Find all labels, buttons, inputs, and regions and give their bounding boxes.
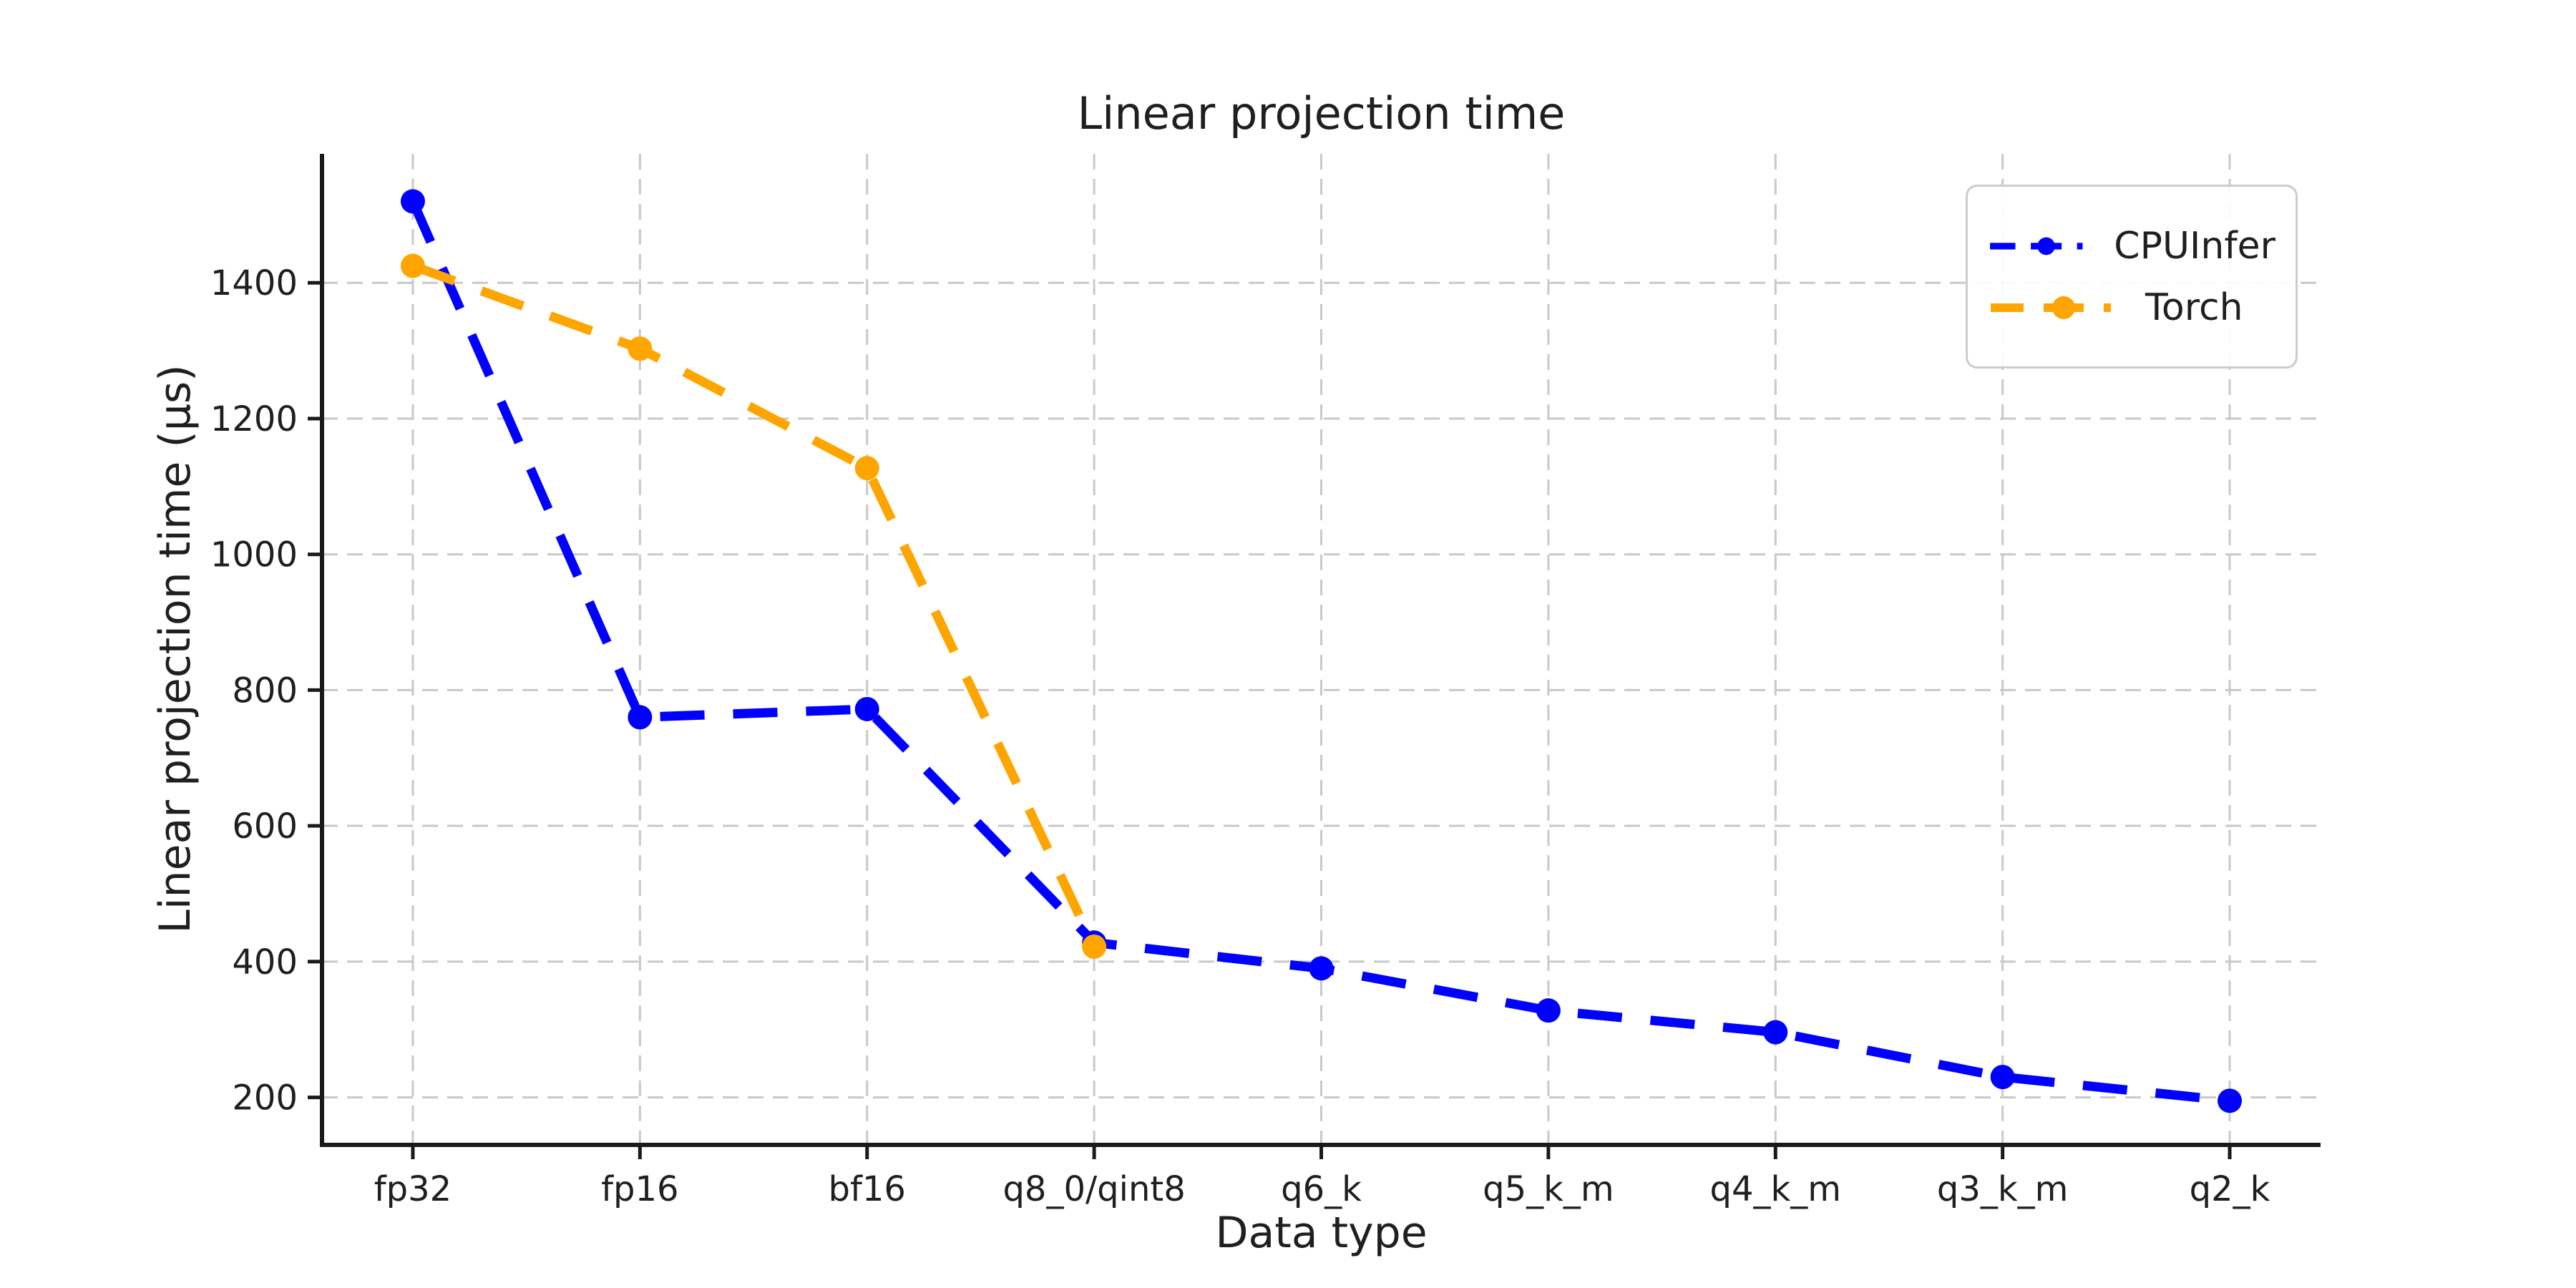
data-point-torch: [854, 456, 879, 481]
series-line-torch: [411, 261, 1098, 949]
x-tick-label: q8_0/qint8: [1002, 1169, 1185, 1209]
x-tick-label: fp32: [374, 1169, 452, 1209]
legend-label: CPUInfer: [2114, 224, 2275, 268]
legend-line-sample: [1990, 237, 2091, 255]
data-point-cpuinfer: [1536, 998, 1561, 1023]
x-tick-label: q2_k: [2190, 1169, 2270, 1209]
y-tick-label: 200: [232, 1078, 298, 1118]
legend-label: Torch: [2145, 286, 2243, 329]
data-point-cpuinfer: [1309, 956, 1334, 981]
x-tick-label: q5_k_m: [1483, 1169, 1614, 1209]
y-tick-label: 1200: [210, 399, 298, 439]
legend: CPUInfer Torch: [1966, 185, 2298, 369]
data-point-cpuinfer: [1990, 1065, 2015, 1090]
data-point-torch: [1082, 935, 1107, 959]
x-tick-label: fp16: [601, 1169, 678, 1209]
chart-title: Linear projection time: [1077, 87, 1566, 140]
x-tick-label: q3_k_m: [1937, 1169, 2069, 1209]
y-tick-label: 1400: [210, 263, 298, 303]
legend-item-cpuinfer: CPUInfer: [1988, 225, 2275, 268]
x-axis-label: Data type: [1215, 1208, 1428, 1258]
data-point-cpuinfer: [1763, 1020, 1788, 1045]
y-tick-label: 800: [232, 670, 298, 711]
legend-item-torch: Torch: [1988, 286, 2275, 329]
data-point-torch: [628, 336, 653, 361]
y-tick-label: 1000: [210, 535, 298, 575]
data-point-cpuinfer: [2218, 1088, 2243, 1113]
y-axis-label: Linear projection time (µs): [150, 364, 200, 934]
data-point-cpuinfer: [628, 705, 653, 730]
x-tick-label: q4_k_m: [1709, 1169, 1841, 1209]
x-tick-label: bf16: [829, 1169, 906, 1209]
x-tick-label: q6_k: [1281, 1169, 1362, 1209]
legend-line-sample: [1991, 296, 2121, 319]
data-point-cpuinfer: [854, 696, 879, 721]
data-point-torch: [400, 253, 425, 278]
data-point-cpuinfer: [400, 189, 425, 214]
y-tick-label: 400: [232, 942, 298, 982]
y-tick-label: 600: [232, 806, 298, 847]
